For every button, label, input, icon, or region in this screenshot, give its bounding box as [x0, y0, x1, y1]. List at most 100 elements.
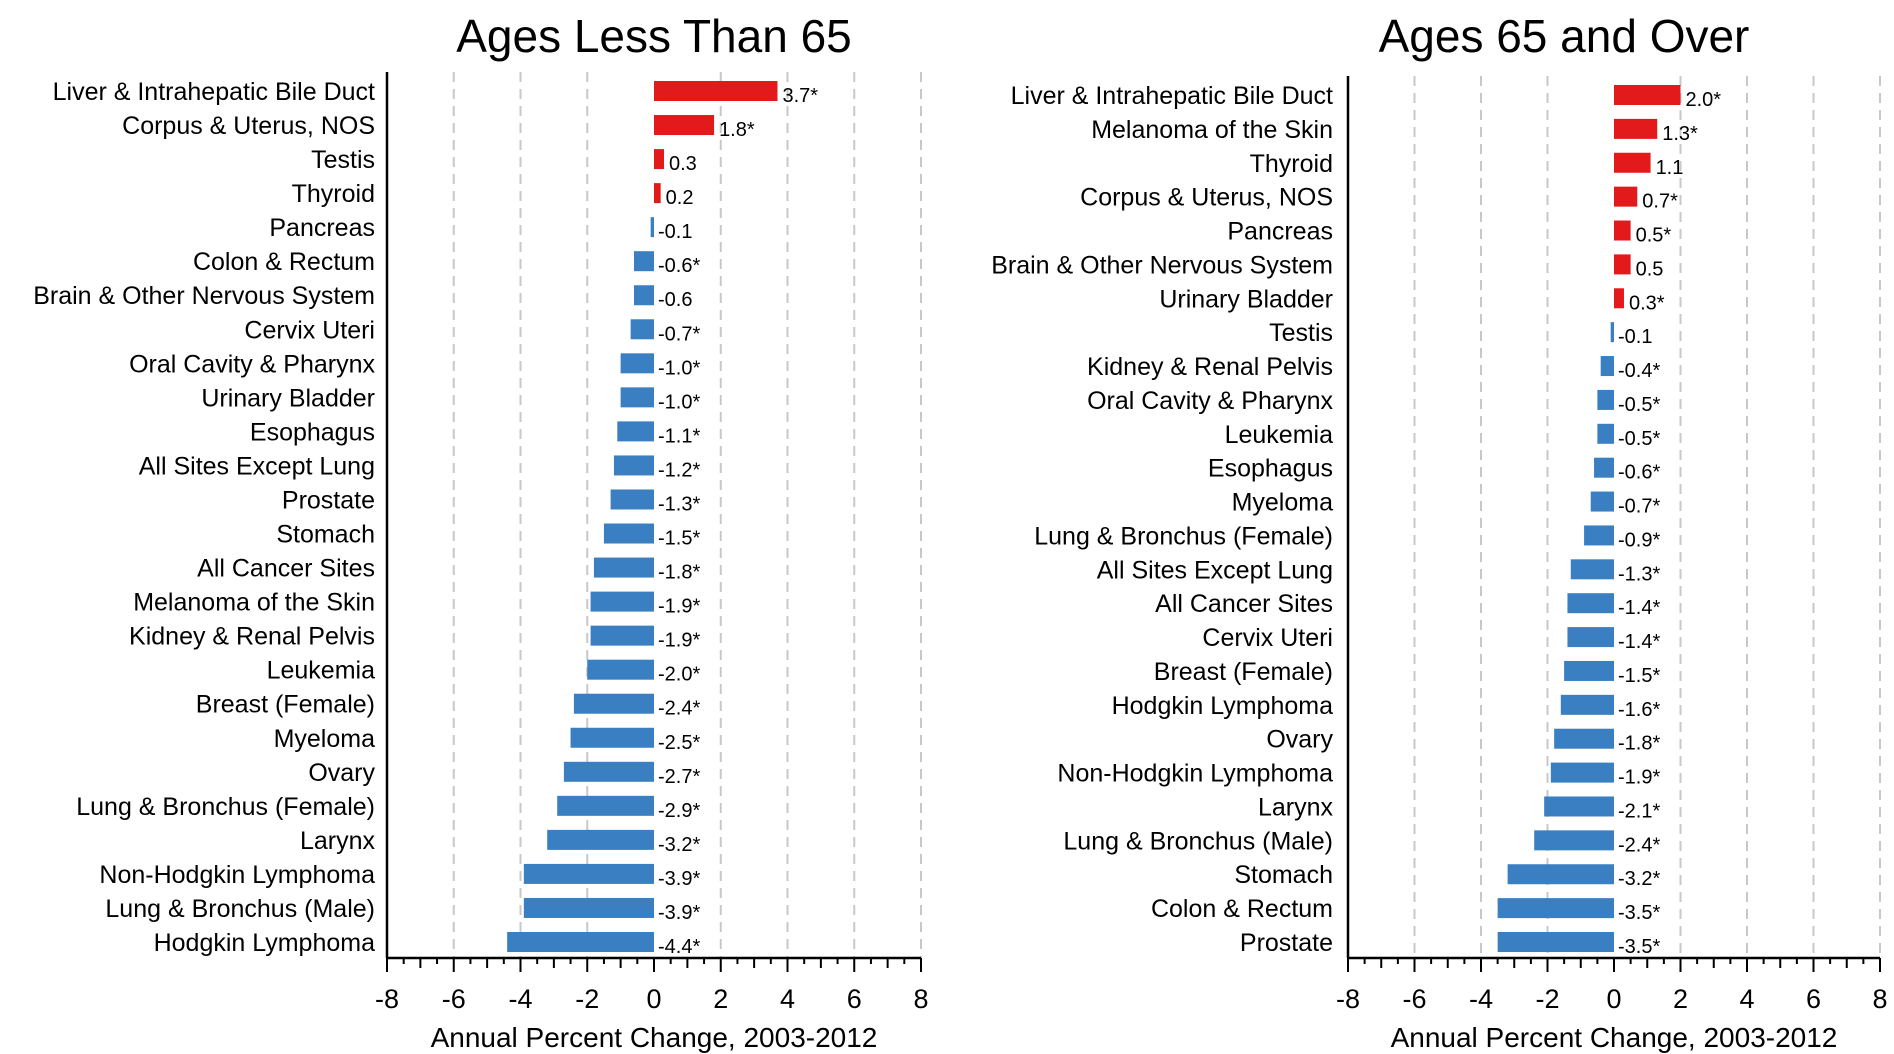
category-label: Hodgkin Lymphoma	[154, 929, 376, 957]
category-label: Myeloma	[1232, 489, 1334, 517]
category-label: Breast (Female)	[1154, 658, 1333, 686]
category-label: Kidney & Renal Pelvis	[129, 623, 375, 651]
x-axis-label: Annual Percent Change, 2003-2012	[1391, 1022, 1838, 1053]
bar	[523, 863, 654, 884]
bar	[590, 591, 654, 612]
category-label: Ovary	[308, 759, 375, 787]
bar	[654, 115, 715, 136]
bar	[603, 523, 654, 544]
data-label: -2.5*	[658, 732, 700, 754]
bar	[1597, 389, 1614, 410]
bar	[557, 795, 654, 816]
bar	[1567, 593, 1614, 614]
x-tick-label: -6	[1402, 984, 1426, 1014]
bar	[630, 319, 654, 340]
category-label: Stomach	[276, 521, 375, 549]
category-label: Colon & Rectum	[193, 248, 375, 276]
bar	[1567, 627, 1614, 648]
bar	[1497, 898, 1614, 919]
category-label: Lung & Bronchus (Male)	[105, 895, 375, 923]
category-label: Corpus & Uterus, NOS	[122, 112, 375, 140]
data-label: -0.9*	[1618, 529, 1660, 551]
bar	[1594, 457, 1614, 478]
category-label: Thyroid	[1250, 150, 1333, 178]
data-label: 0.2	[666, 187, 694, 209]
category-label: Breast (Female)	[196, 691, 375, 719]
bar	[654, 149, 665, 170]
bar	[590, 625, 654, 646]
category-label: Pancreas	[269, 214, 375, 242]
category-label: All Cancer Sites	[197, 555, 375, 583]
data-label: -0.6*	[658, 255, 700, 277]
category-label: Ovary	[1266, 726, 1333, 754]
data-label: 3.7*	[782, 85, 818, 107]
bar	[1600, 356, 1614, 377]
data-label: -1.8*	[658, 562, 700, 584]
data-label: -1.4*	[1618, 631, 1660, 653]
data-label: -2.9*	[658, 800, 700, 822]
data-label: 0.5*	[1636, 225, 1672, 247]
category-label: Pancreas	[1227, 218, 1333, 246]
category-label: Cervix Uteri	[244, 316, 375, 344]
data-label: -1.2*	[658, 459, 700, 481]
data-label: -2.1*	[1618, 800, 1660, 822]
data-label: -1.3*	[658, 493, 700, 515]
category-label: All Sites Except Lung	[1097, 556, 1333, 584]
bar	[1570, 559, 1614, 580]
bar	[620, 387, 654, 408]
data-label: -0.5*	[1618, 394, 1660, 416]
x-tick-label: 6	[1806, 984, 1821, 1014]
data-label: -1.8*	[1618, 733, 1660, 755]
category-label: Prostate	[1240, 929, 1333, 957]
chart-title: Ages Less Than 65	[456, 10, 852, 62]
category-label: Urinary Bladder	[201, 384, 375, 412]
bar	[573, 693, 654, 714]
bar	[1534, 830, 1614, 851]
data-label: -0.6	[658, 289, 692, 311]
category-label: Colon & Rectum	[1151, 895, 1333, 923]
bar	[1507, 864, 1614, 885]
category-label: Brain & Other Nervous System	[33, 282, 375, 310]
data-label: -1.9*	[1618, 767, 1660, 789]
category-label: Thyroid	[292, 180, 375, 208]
x-tick-label: -4	[1469, 984, 1493, 1014]
category-label: Lung & Bronchus (Female)	[76, 793, 375, 821]
bar	[587, 659, 654, 680]
bar	[613, 455, 654, 476]
category-label: Corpus & Uterus, NOS	[1080, 184, 1333, 212]
bar	[1610, 322, 1614, 343]
data-label: -3.9*	[658, 868, 700, 890]
category-label: Non-Hodgkin Lymphoma	[99, 861, 375, 889]
data-label: -1.9*	[658, 596, 700, 618]
category-label: Oral Cavity & Pharynx	[129, 350, 375, 378]
category-label: Brain & Other Nervous System	[991, 251, 1333, 279]
bar	[1597, 423, 1614, 444]
data-label: -0.7*	[658, 323, 700, 345]
data-label: -1.5*	[658, 528, 700, 550]
bar	[1584, 525, 1614, 546]
bar	[610, 489, 654, 510]
data-label: 0.7*	[1642, 191, 1678, 213]
x-tick-label: 4	[780, 984, 795, 1014]
bar	[654, 81, 778, 101]
category-label: Larynx	[1258, 793, 1334, 821]
chart-panel-65-and-over: Ages 65 and Over Liver & Intrahepatic Bil…	[991, 10, 1887, 1053]
bar	[1614, 118, 1658, 139]
bar	[1497, 932, 1614, 952]
bar	[633, 285, 654, 306]
category-label: Liver & Intrahepatic Bile Duct	[53, 78, 375, 106]
data-label: -0.1	[1618, 326, 1652, 348]
category-label: All Sites Except Lung	[139, 452, 375, 480]
x-tick-label: -4	[508, 984, 532, 1014]
x-tick-label: 6	[847, 984, 862, 1014]
bar	[1614, 220, 1631, 241]
category-label: Hodgkin Lymphoma	[1112, 692, 1334, 720]
bar	[1554, 728, 1614, 749]
bar	[1590, 491, 1614, 512]
data-label: -2.4*	[1618, 834, 1660, 856]
data-label: -1.4*	[1618, 597, 1660, 619]
data-label: -3.5*	[1618, 936, 1660, 958]
data-label: 1.8*	[719, 119, 755, 141]
bar	[633, 251, 654, 272]
x-tick-label: -2	[575, 984, 599, 1014]
